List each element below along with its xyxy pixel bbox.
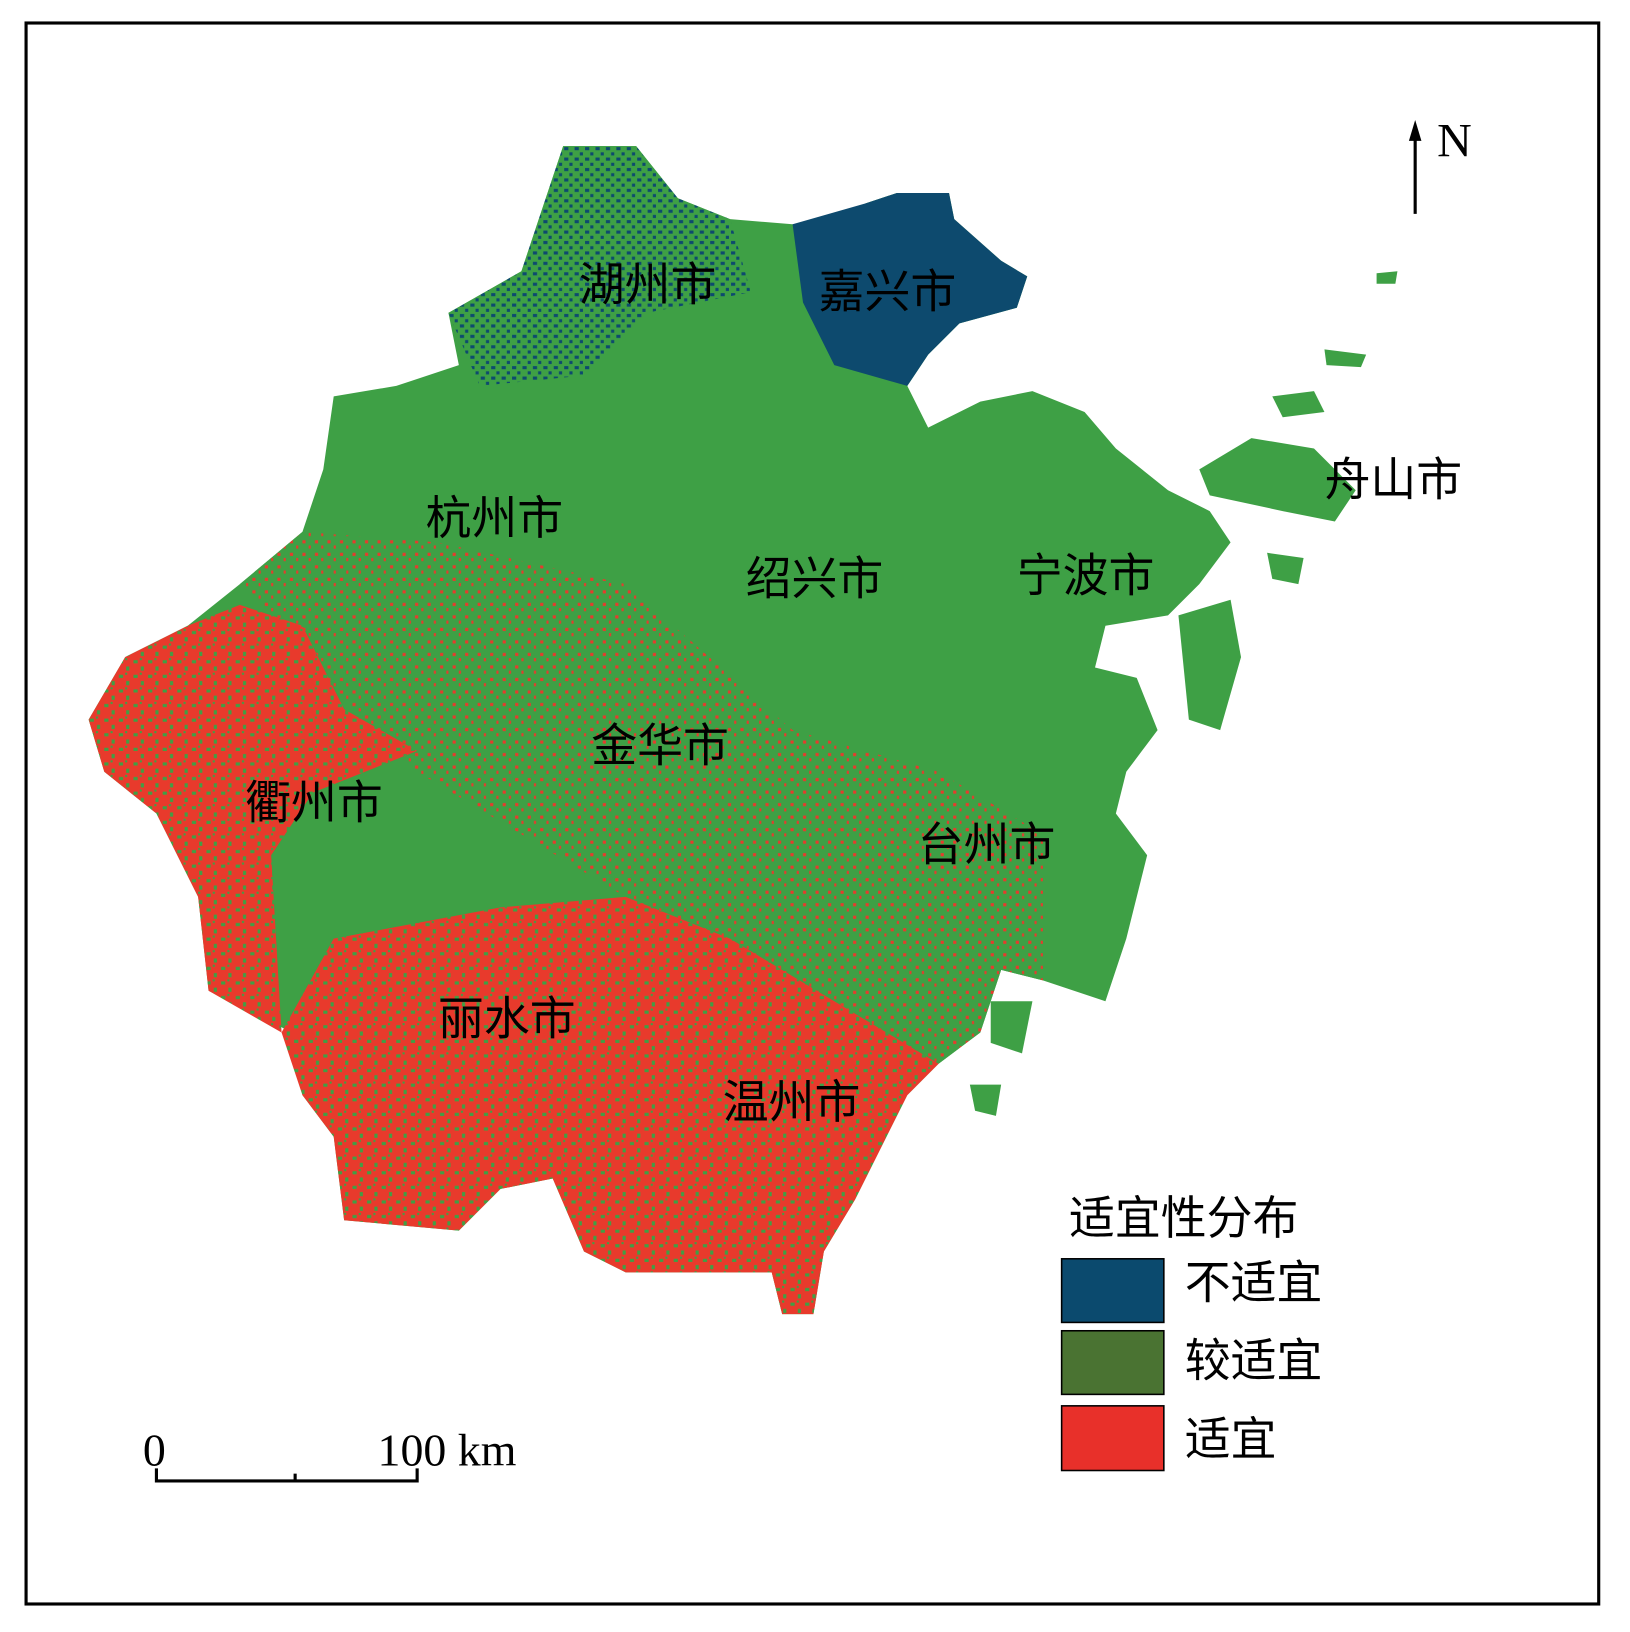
huzhou-zone xyxy=(448,146,751,386)
city-label: 绍兴市 xyxy=(746,553,884,604)
island xyxy=(1178,599,1242,731)
legend: 适宜性分布 不适宜 较适宜 适宜 xyxy=(1060,1193,1323,1472)
legend-title: 适宜性分布 xyxy=(1069,1193,1298,1244)
north-label: N xyxy=(1437,114,1472,167)
zone-suitable xyxy=(281,896,939,1315)
legend-swatch xyxy=(1060,1329,1165,1396)
scale-label: 0 xyxy=(143,1424,166,1475)
city-label: 台州市 xyxy=(918,819,1056,870)
legend-label: 不适宜 xyxy=(1185,1257,1323,1308)
city-label: 温州市 xyxy=(723,1077,861,1128)
island xyxy=(1376,271,1398,284)
island xyxy=(969,1084,1002,1116)
scale-label: 100 km xyxy=(378,1424,517,1475)
province xyxy=(88,146,1398,1315)
city-label: 杭州市 xyxy=(425,493,563,544)
island xyxy=(1199,438,1356,522)
legend-label: 适宜 xyxy=(1185,1414,1277,1465)
city-label: 嘉兴市 xyxy=(819,267,957,318)
city-label: 金华市 xyxy=(591,720,729,771)
city-label: 衢州市 xyxy=(245,778,383,829)
city-label: 舟山市 xyxy=(1324,454,1462,505)
legend-label: 较适宜 xyxy=(1185,1336,1323,1387)
zone-suitable xyxy=(88,604,418,1033)
island xyxy=(990,1001,1033,1054)
island xyxy=(1324,349,1367,368)
island xyxy=(1272,391,1325,418)
scale-bar: 0 100 km xyxy=(143,1424,517,1483)
mixed-zone xyxy=(239,531,1043,1064)
legend-swatch xyxy=(1060,1405,1165,1472)
zone-unsuitable xyxy=(792,192,1028,386)
islands xyxy=(969,271,1398,1116)
scale-line xyxy=(154,1468,419,1483)
city-label: 宁波市 xyxy=(1017,550,1155,601)
island xyxy=(1267,552,1304,585)
north-arrow: N xyxy=(1408,114,1472,214)
legend-swatch xyxy=(1060,1258,1165,1324)
city-labels: 湖州市 嘉兴市 舟山市 杭州市 绍兴市 宁波市 金华市 衢州市 台州市 丽水市 … xyxy=(245,259,1462,1128)
city-label: 湖州市 xyxy=(579,259,717,310)
city-label: 丽水市 xyxy=(438,994,576,1045)
north-arrow-head xyxy=(1408,119,1422,141)
